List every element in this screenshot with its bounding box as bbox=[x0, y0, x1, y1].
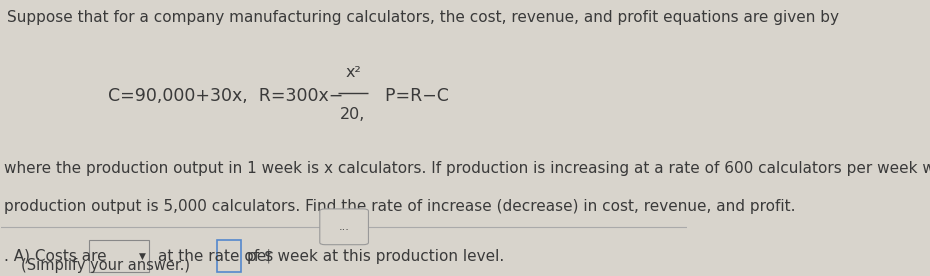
Text: ...: ... bbox=[339, 222, 350, 232]
Text: production output is 5,000 calculators. Find the rate of increase (decrease) in : production output is 5,000 calculators. … bbox=[4, 200, 796, 214]
Text: 20,: 20, bbox=[340, 107, 365, 122]
Text: ▼: ▼ bbox=[140, 251, 146, 261]
Text: . A) Costs are: . A) Costs are bbox=[4, 248, 107, 264]
Text: where the production output in 1 week is x calculators. If production is increas: where the production output in 1 week is… bbox=[4, 161, 930, 176]
Text: P=R−C: P=R−C bbox=[374, 87, 448, 105]
Text: at the rate of $: at the rate of $ bbox=[158, 248, 273, 264]
Text: (Simplify your answer.): (Simplify your answer.) bbox=[20, 258, 190, 273]
FancyBboxPatch shape bbox=[89, 240, 150, 272]
Text: Suppose that for a company manufacturing calculators, the cost, revenue, and pro: Suppose that for a company manufacturing… bbox=[7, 10, 839, 25]
Text: per week at this production level.: per week at this production level. bbox=[247, 248, 505, 264]
Text: C=90,000+30x,  R=300x−: C=90,000+30x, R=300x− bbox=[108, 87, 343, 105]
FancyBboxPatch shape bbox=[218, 240, 241, 272]
FancyBboxPatch shape bbox=[320, 209, 368, 245]
Text: x²: x² bbox=[345, 65, 361, 80]
